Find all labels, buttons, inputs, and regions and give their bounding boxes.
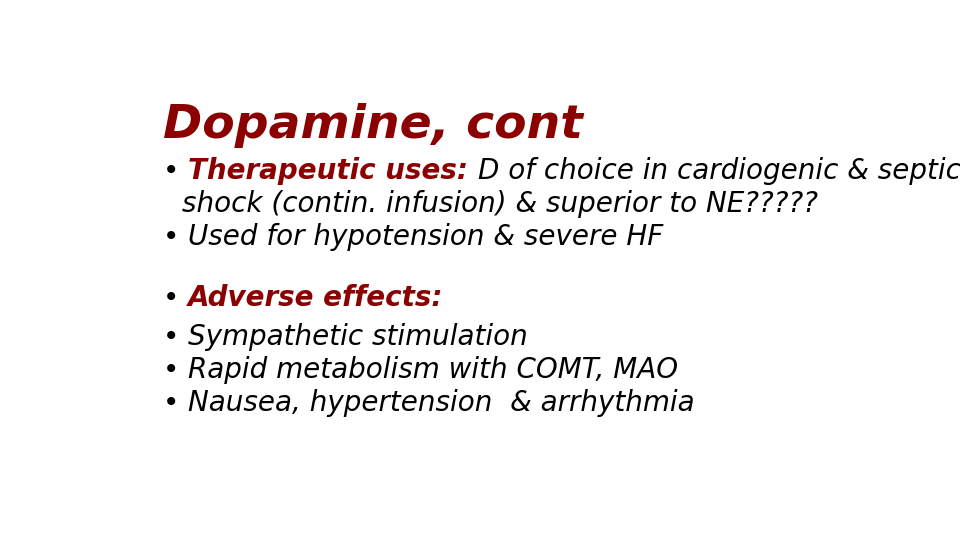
Text: Therapeutic uses:: Therapeutic uses: xyxy=(188,157,477,185)
Text: Used for hypotension & severe HF: Used for hypotension & severe HF xyxy=(188,224,663,252)
Text: shock (contin. infusion) & superior to NE?????: shock (contin. infusion) & superior to N… xyxy=(182,190,818,218)
Text: Sympathetic stimulation: Sympathetic stimulation xyxy=(188,323,528,351)
Text: Dopamine, cont: Dopamine, cont xyxy=(162,103,583,148)
Text: •: • xyxy=(162,224,188,252)
Text: •: • xyxy=(162,284,188,312)
Text: Rapid metabolism with COMT, MAO: Rapid metabolism with COMT, MAO xyxy=(188,356,678,384)
Text: •: • xyxy=(162,157,188,185)
Text: Nausea, hypertension  & arrhythmia: Nausea, hypertension & arrhythmia xyxy=(188,389,694,417)
Text: •: • xyxy=(162,356,188,384)
Text: •: • xyxy=(162,323,188,351)
Text: Adverse effects:: Adverse effects: xyxy=(188,284,444,312)
Text: •: • xyxy=(162,389,188,417)
Text: D of choice in cardiogenic & septic: D of choice in cardiogenic & septic xyxy=(477,157,960,185)
